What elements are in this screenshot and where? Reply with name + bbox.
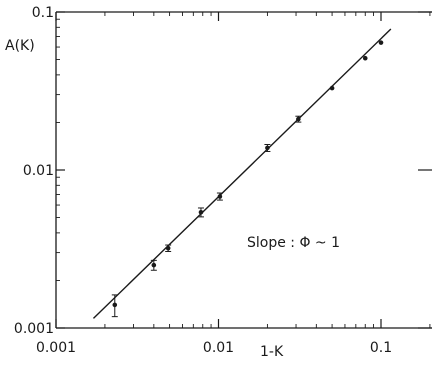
data-point	[111, 294, 118, 318]
x-tick-label: 0.1	[370, 340, 392, 356]
data-marker	[378, 40, 384, 45]
data-point	[150, 259, 157, 271]
data-marker	[362, 55, 368, 61]
data-marker	[329, 85, 335, 91]
x-tick-label: 0.01	[203, 340, 234, 356]
data-marker	[198, 209, 204, 215]
x-axis-label: 1-K	[260, 344, 284, 360]
data-marker	[217, 194, 223, 199]
data-marker	[265, 145, 270, 151]
fit-line	[92, 28, 392, 319]
slope-annotation: Slope : Φ ~ 1	[247, 235, 340, 251]
data-point	[329, 85, 335, 91]
data-marker	[296, 116, 301, 122]
x-tick-label: 0.001	[36, 340, 76, 356]
y-tick-label: 0.001	[14, 321, 54, 337]
data-point	[378, 40, 384, 45]
data-marker	[165, 245, 171, 251]
y-tick-label: 0.01	[23, 163, 54, 179]
data-point	[165, 244, 172, 252]
data-point	[216, 192, 223, 201]
data-point	[362, 55, 368, 61]
data-point	[197, 207, 204, 218]
data-marker	[112, 302, 118, 308]
data-marker	[151, 262, 157, 268]
data-point	[264, 144, 271, 152]
y-axis-label: A(K)	[5, 38, 35, 54]
y-tick-label: 0.1	[32, 5, 54, 21]
data-point	[295, 115, 302, 123]
